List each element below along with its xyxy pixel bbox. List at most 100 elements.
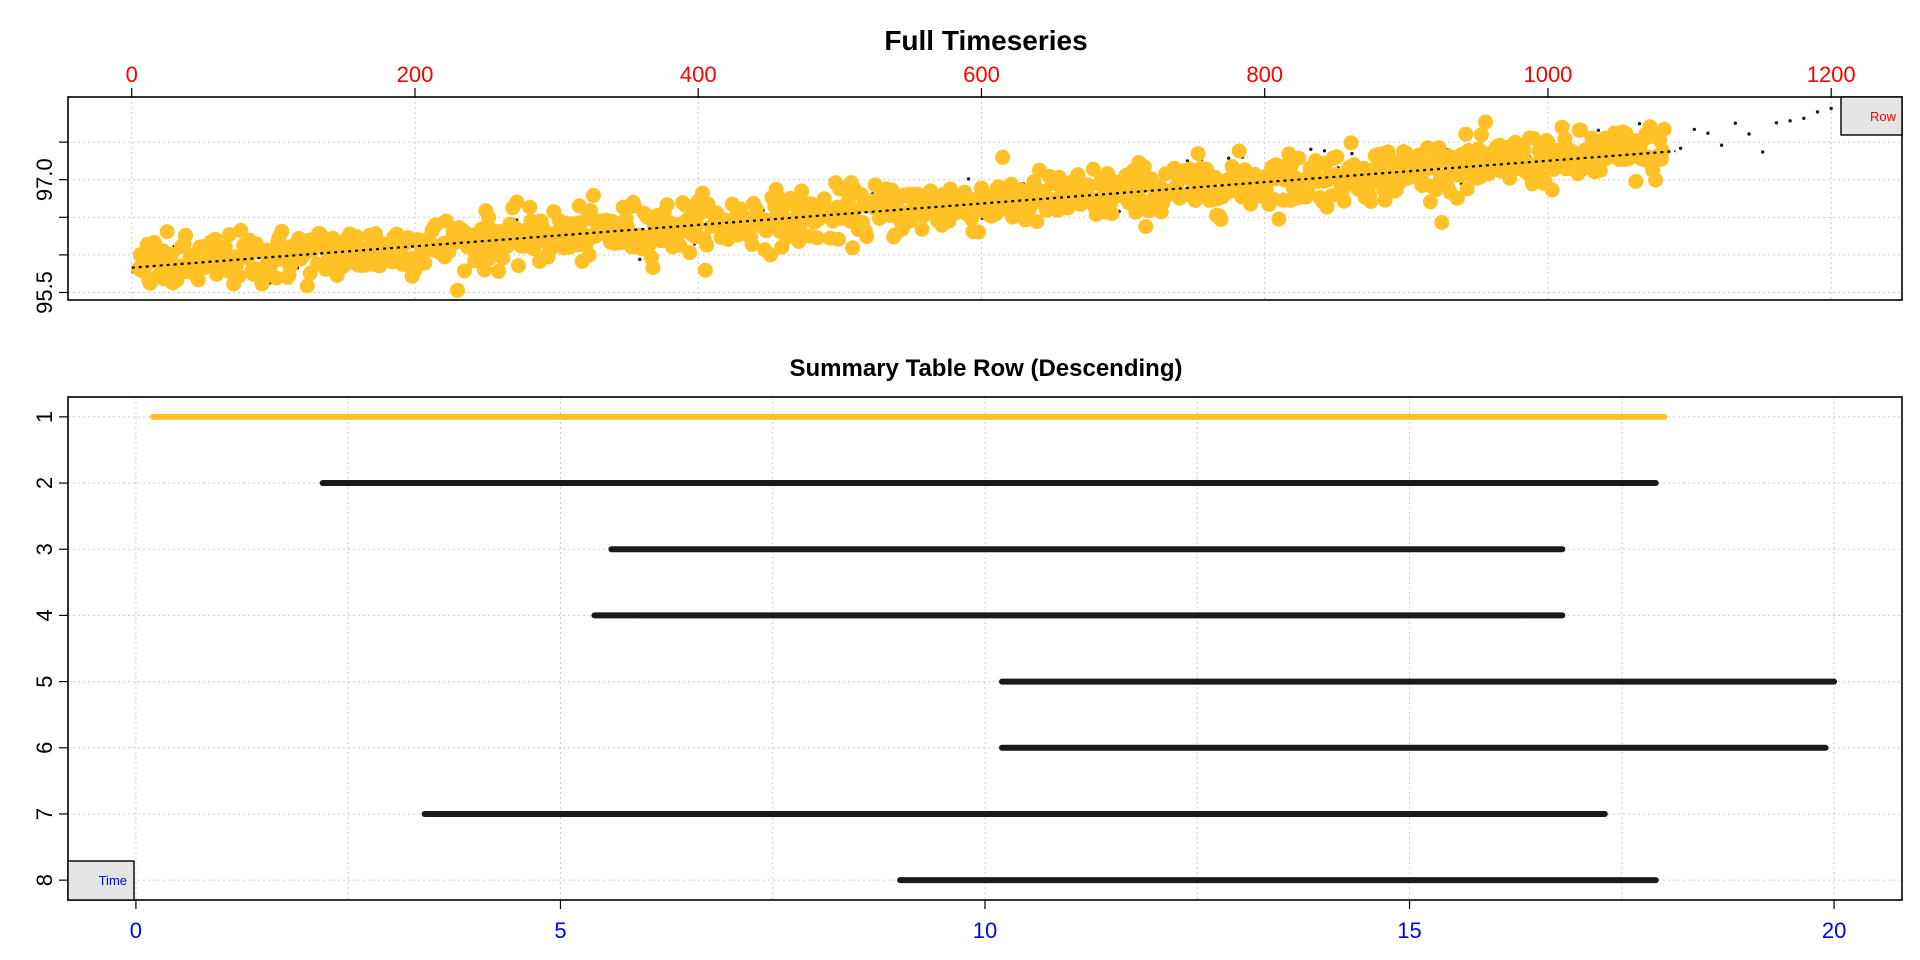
- data-point-highlighted: [682, 245, 698, 261]
- data-point-highlighted: [1207, 169, 1223, 185]
- bottom-chart-ranges: [149, 413, 1838, 884]
- data-point: [1692, 127, 1697, 132]
- data-point-highlighted: [190, 272, 206, 288]
- x-tick-label: 1000: [1523, 62, 1572, 87]
- data-point-highlighted: [481, 210, 497, 225]
- y-tick-label: 2: [32, 477, 57, 489]
- data-point-highlighted: [1573, 122, 1588, 138]
- bottom-chart-title: Summary Table Row (Descending): [790, 355, 1183, 382]
- data-point: [1747, 132, 1751, 136]
- top-chart-frame: [67, 96, 1903, 301]
- data-point-highlighted: [942, 181, 958, 197]
- data-point-highlighted: [1319, 199, 1335, 215]
- data-point-highlighted: [233, 223, 249, 238]
- data-point-highlighted: [522, 199, 538, 215]
- data-point-highlighted: [830, 231, 846, 247]
- data-point: [1719, 143, 1724, 147]
- bottom-y-axis: 1 2 3 4 5 6 7 8: [32, 411, 68, 886]
- data-point-highlighted: [1449, 190, 1465, 206]
- row-corner-box: Row: [1840, 96, 1903, 136]
- data-point-highlighted: [1231, 143, 1247, 159]
- x-tick-label: 1200: [1807, 62, 1856, 87]
- data-point-highlighted: [499, 238, 515, 254]
- data-point-highlighted: [274, 223, 290, 239]
- summary-table-chart: Summary Table Row (Descending) 0 5 10 15 20 …: [32, 355, 1903, 943]
- data-point: [1227, 156, 1231, 160]
- data-point-highlighted: [1128, 204, 1144, 220]
- data-point-highlighted: [1336, 193, 1352, 209]
- time-corner-box: Time: [67, 860, 135, 901]
- full-timeseries-chart: Full Timeseries 0 200 400 600 800 1000 1200 95…: [32, 25, 1903, 314]
- data-point-highlighted: [240, 250, 256, 266]
- data-point-highlighted: [1628, 174, 1644, 189]
- data-point-highlighted: [744, 237, 760, 252]
- data-point: [1350, 151, 1354, 156]
- data-point-highlighted: [457, 263, 472, 279]
- data-point: [1733, 121, 1738, 125]
- bottom-chart-grid: [68, 397, 1902, 900]
- x-tick-label: 0: [126, 62, 138, 87]
- data-point-highlighted: [1431, 140, 1447, 156]
- x-tick-label: 600: [963, 62, 1000, 87]
- data-point: [1829, 106, 1833, 111]
- data-point-highlighted: [581, 247, 597, 263]
- data-point-highlighted: [450, 282, 465, 298]
- y-tick-label: 8: [32, 874, 57, 886]
- data-point-highlighted: [1363, 194, 1379, 209]
- data-point-highlighted: [372, 258, 388, 274]
- data-point: [1637, 122, 1642, 126]
- data-point-highlighted: [1648, 172, 1664, 188]
- data-point-highlighted: [159, 224, 175, 240]
- data-point-highlighted: [221, 227, 237, 243]
- data-point-highlighted: [299, 278, 315, 294]
- data-point-highlighted: [914, 221, 930, 237]
- data-point-highlighted: [809, 230, 825, 246]
- data-point-highlighted: [619, 218, 635, 234]
- data-point: [1761, 150, 1765, 154]
- data-point-highlighted: [1459, 181, 1475, 197]
- data-point-highlighted: [1422, 194, 1438, 210]
- data-point-highlighted: [794, 183, 810, 199]
- data-point-highlighted: [1544, 182, 1560, 198]
- data-point-highlighted: [1138, 219, 1154, 235]
- data-point-highlighted: [1377, 192, 1393, 208]
- data-point-highlighted: [495, 250, 511, 266]
- data-point-highlighted: [476, 262, 492, 278]
- x-tick-label: 10: [973, 918, 997, 943]
- data-point-highlighted: [178, 227, 193, 243]
- data-point: [1678, 146, 1683, 150]
- data-point: [1309, 147, 1313, 151]
- x-tick-label: 800: [1246, 62, 1283, 87]
- data-point-highlighted: [762, 247, 778, 263]
- data-point: [1788, 119, 1792, 123]
- data-point-highlighted: [695, 185, 710, 201]
- y-tick-label: 7: [32, 808, 57, 820]
- data-point-highlighted: [268, 270, 284, 286]
- data-point-highlighted: [1478, 114, 1494, 130]
- data-point-highlighted: [645, 260, 661, 276]
- data-point-highlighted: [509, 194, 525, 210]
- top-y-axis: 95.5 97.0: [32, 141, 68, 314]
- x-tick-label: 400: [680, 62, 717, 87]
- data-point: [1802, 116, 1806, 121]
- data-point-highlighted: [1343, 135, 1359, 151]
- data-point-highlighted: [699, 237, 715, 253]
- data-point: [1322, 149, 1327, 153]
- data-point-highlighted: [1136, 159, 1152, 175]
- y-tick-label: 4: [32, 609, 57, 621]
- data-point-highlighted: [1190, 146, 1206, 162]
- y-tick-label: 5: [32, 675, 57, 687]
- top-x-axis: 0 200 400 600 800 1000 1200: [126, 62, 1856, 97]
- y-tick-label: 6: [32, 742, 57, 754]
- data-point-highlighted: [1213, 211, 1229, 227]
- y-tick-label: 95.5: [32, 271, 57, 314]
- data-point-highlighted: [1271, 211, 1287, 227]
- bottom-x-axis: 0 5 10 15 20: [130, 900, 1846, 943]
- data-point-highlighted: [1516, 142, 1532, 158]
- x-tick-label: 200: [397, 62, 434, 87]
- data-point: [1774, 121, 1779, 125]
- data-point-highlighted: [964, 211, 979, 227]
- data-point: [638, 257, 642, 261]
- data-point-highlighted: [231, 268, 247, 284]
